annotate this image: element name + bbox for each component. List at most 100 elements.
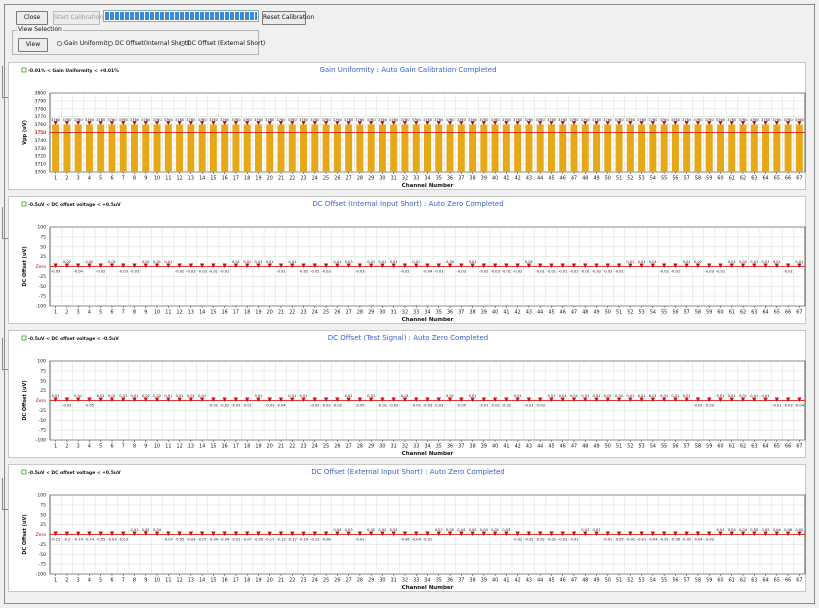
data-point [797,397,802,403]
radio-dc-offset-external[interactable]: DC Offset (External Short) [180,40,265,47]
data-point [459,397,464,403]
data-label: -0.02 [333,404,342,408]
data-point [53,263,58,269]
data-point [188,397,194,402]
data-point [132,263,137,269]
data-label: 0.01 [469,260,477,264]
data-label: 3760 [660,118,670,122]
bar-marker [64,121,70,126]
data-label: 0.01 [671,394,679,398]
splitter-handle[interactable] [2,338,10,370]
data-point [256,397,261,402]
data-label: 0.03 [345,260,353,264]
view-selection-legend: View Selection [17,26,63,33]
data-label: -0.14 [85,538,95,542]
data-point [380,263,385,268]
radio-label: DC Offset(Internal Short) [115,40,190,47]
data-point [414,263,419,268]
x-tick-label: 45 [548,176,554,182]
close-button[interactable]: Close [16,11,48,25]
reset-calibration-button[interactable]: Reset Calibration [262,11,314,25]
data-point [64,397,70,403]
x-tick-label: 16 [222,310,228,316]
data-label: -0.07 [243,538,252,542]
radio-gain-uniformity[interactable]: Gain Uniformity [57,40,111,47]
x-tick-label: 15 [210,176,216,182]
splitter-handle[interactable] [2,478,10,510]
data-point [718,263,723,269]
x-tick-label: 46 [560,578,566,584]
data-label: 0.01 [795,260,803,264]
data-point [132,397,137,402]
splitter-handle[interactable] [2,207,10,239]
data-label: -0.04 [74,270,84,274]
x-tick-label: 41 [503,176,509,182]
x-tick-label: 6 [110,578,113,584]
data-label: 3760 [119,118,129,122]
bar [232,124,240,172]
bar [762,124,770,172]
data-label: -0.05 [85,404,94,408]
data-point [616,263,622,269]
data-label: -0.05 [175,538,184,542]
data-point [571,263,577,269]
x-tick-label: 45 [548,444,554,450]
x-tick-label: 42 [515,310,521,316]
data-label: 0.01 [176,394,184,398]
data-point [75,397,81,402]
x-tick-label: 28 [357,444,363,450]
data-label: 3760 [536,118,546,122]
x-tick-label: 39 [481,310,487,316]
chart-svg: DC Offset (External Input Short) : Auto … [21,468,806,591]
x-tick-label: 58 [695,310,701,316]
data-point [628,263,633,268]
y-tick-label: -75 [39,294,46,300]
y-axis-label: Vpp (uV) [22,120,28,145]
x-tick-label: 52 [627,176,633,182]
splitter-handle[interactable] [2,66,10,98]
data-label: 0.01 [131,394,139,398]
data-point [109,263,115,268]
x-tick-label: 41 [503,310,509,316]
x-tick-label: 54 [650,444,656,450]
data-label: 3760 [412,118,422,122]
bar-marker [785,121,791,126]
data-point [684,397,689,402]
data-point [109,397,115,402]
data-label: 3760 [558,118,568,122]
x-tick-label: 64 [763,578,769,584]
start-calibration-button[interactable]: Start Calibration [53,11,103,25]
x-tick-label: 25 [323,444,329,450]
data-point [357,397,363,403]
bar [480,124,488,172]
data-point [245,263,250,268]
x-tick-label: 3 [77,310,80,316]
data-label: 3760 [231,118,241,122]
data-point [549,397,554,402]
data-label: 0.01 [716,528,724,532]
view-button[interactable]: View [18,38,48,52]
x-tick-label: 50 [605,310,611,316]
x-tick-label: 17 [233,578,239,584]
x-tick-label: 54 [650,578,656,584]
data-label: 0.06 [784,528,793,532]
data-label: 3760 [626,118,636,122]
x-tick-label: 64 [763,444,769,450]
x-tick-label: 65 [774,444,780,450]
y-tick-label: 3700 [35,170,47,176]
x-tick-label: 1 [54,578,57,584]
radio-dc-offset-internal[interactable]: DC Offset(Internal Short) [108,40,190,47]
data-point [346,263,351,268]
x-tick-label: 28 [357,310,363,316]
x-tick-label: 48 [582,578,588,584]
data-point [752,263,757,268]
bar [311,124,319,172]
data-label: 3760 [569,118,579,122]
data-label: 0.02 [85,260,93,264]
data-point [492,263,498,269]
bar-marker [560,121,565,126]
x-tick-label: 49 [593,176,599,182]
y-tick-label: 3720 [35,154,47,160]
data-label: -0.02 [536,538,545,542]
data-point [222,531,227,537]
